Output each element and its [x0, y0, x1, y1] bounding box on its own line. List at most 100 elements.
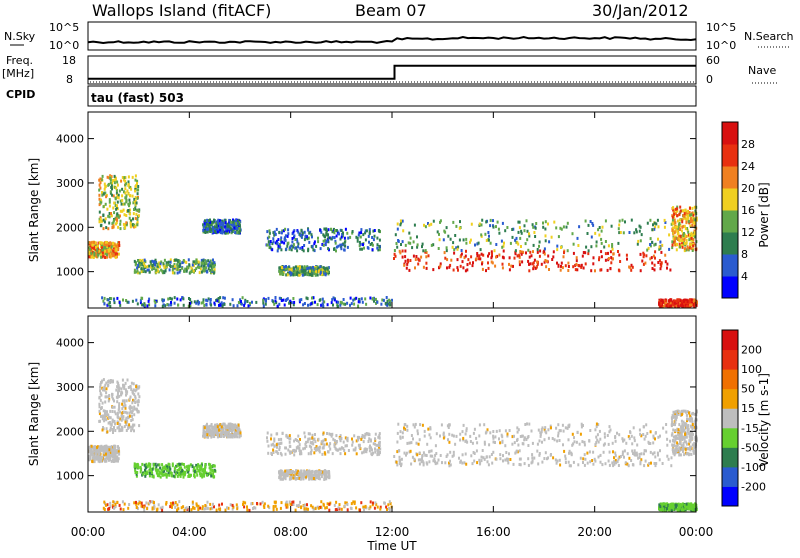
data-cell	[155, 269, 157, 272]
data-cell	[347, 246, 349, 249]
data-cell	[289, 434, 291, 437]
data-cell	[672, 219, 674, 222]
data-cell	[210, 475, 212, 478]
data-cell	[644, 262, 646, 265]
data-cell	[240, 300, 242, 303]
data-cell	[564, 455, 566, 458]
data-cell	[358, 300, 360, 303]
data-cell	[556, 440, 558, 443]
data-cell	[517, 444, 519, 447]
data-cell	[655, 432, 657, 435]
data-cell	[452, 241, 454, 244]
data-cell	[268, 445, 270, 448]
data-cell	[539, 250, 541, 253]
data-cell	[303, 473, 305, 476]
data-cell	[321, 453, 323, 456]
data-cell	[493, 226, 495, 229]
data-cell	[361, 297, 363, 300]
data-cell	[475, 437, 477, 440]
data-cell	[426, 267, 428, 270]
data-cell	[547, 255, 549, 258]
data-cell	[116, 297, 118, 300]
data-cell	[465, 453, 467, 456]
data-cell	[303, 432, 305, 435]
data-cell	[637, 243, 639, 246]
data-cell	[270, 437, 272, 440]
data-cell	[519, 226, 521, 229]
data-cell	[106, 208, 108, 211]
data-cell	[335, 442, 337, 445]
data-cell	[526, 219, 528, 222]
data-cell	[661, 244, 663, 247]
data-cell	[134, 408, 136, 411]
data-cell	[203, 434, 205, 437]
data-cell	[376, 247, 378, 250]
data-cell	[155, 465, 157, 468]
data-cell	[522, 442, 524, 445]
data-cell	[104, 183, 106, 186]
data-cell	[620, 455, 622, 458]
data-cell	[356, 452, 358, 455]
data-cell	[372, 248, 374, 251]
data-cell	[671, 240, 673, 243]
data-cell	[139, 272, 141, 275]
data-cell	[618, 433, 620, 436]
data-cell	[651, 241, 653, 244]
data-cell	[108, 250, 110, 253]
data-cell	[532, 262, 534, 265]
data-cell	[443, 230, 445, 233]
data-cell	[612, 450, 614, 453]
data-cell	[211, 433, 213, 436]
data-cell	[446, 246, 448, 249]
data-cell	[172, 271, 174, 274]
data-cell	[273, 240, 275, 243]
data-cell	[516, 450, 518, 453]
data-cell	[542, 226, 544, 229]
data-cell	[327, 236, 329, 239]
data-cell	[654, 264, 656, 267]
data-cell	[643, 464, 645, 467]
data-cell	[556, 245, 558, 248]
data-cell	[581, 440, 583, 443]
data-cell	[557, 434, 559, 437]
data-cell	[660, 251, 662, 254]
data-cell	[605, 219, 607, 222]
data-cell	[560, 429, 562, 432]
data-cell	[687, 231, 689, 234]
data-cell	[420, 256, 422, 259]
data-cell	[643, 425, 645, 428]
data-cell	[396, 242, 398, 245]
data-cell	[279, 297, 281, 300]
data-cell	[666, 438, 668, 441]
data-cell	[149, 271, 151, 274]
data-cell	[417, 243, 419, 246]
data-cell	[581, 264, 583, 267]
data-cell	[127, 190, 129, 193]
data-cell	[266, 244, 268, 247]
data-cell	[613, 456, 615, 459]
data-cell	[369, 449, 371, 452]
data-cell	[662, 427, 664, 430]
data-cell	[601, 242, 603, 245]
data-cell	[121, 194, 123, 197]
data-cell	[478, 242, 480, 245]
data-cell	[208, 225, 210, 228]
data-cell	[628, 266, 630, 269]
data-cell	[189, 465, 191, 468]
data-cell	[287, 297, 289, 300]
data-cell	[560, 246, 562, 249]
data-cell	[608, 257, 610, 260]
data-cell	[122, 379, 124, 382]
data-cell	[100, 224, 102, 227]
data-cell	[491, 253, 493, 256]
data-cell	[203, 304, 205, 307]
data-cell	[645, 254, 647, 257]
data-cell	[596, 439, 598, 442]
freq-tick-hi: 18	[62, 54, 76, 67]
data-cell	[216, 224, 218, 227]
data-cell	[184, 268, 186, 271]
data-cell	[371, 236, 373, 239]
data-cell	[325, 471, 327, 474]
data-cell	[99, 445, 101, 448]
data-cell	[299, 247, 301, 250]
